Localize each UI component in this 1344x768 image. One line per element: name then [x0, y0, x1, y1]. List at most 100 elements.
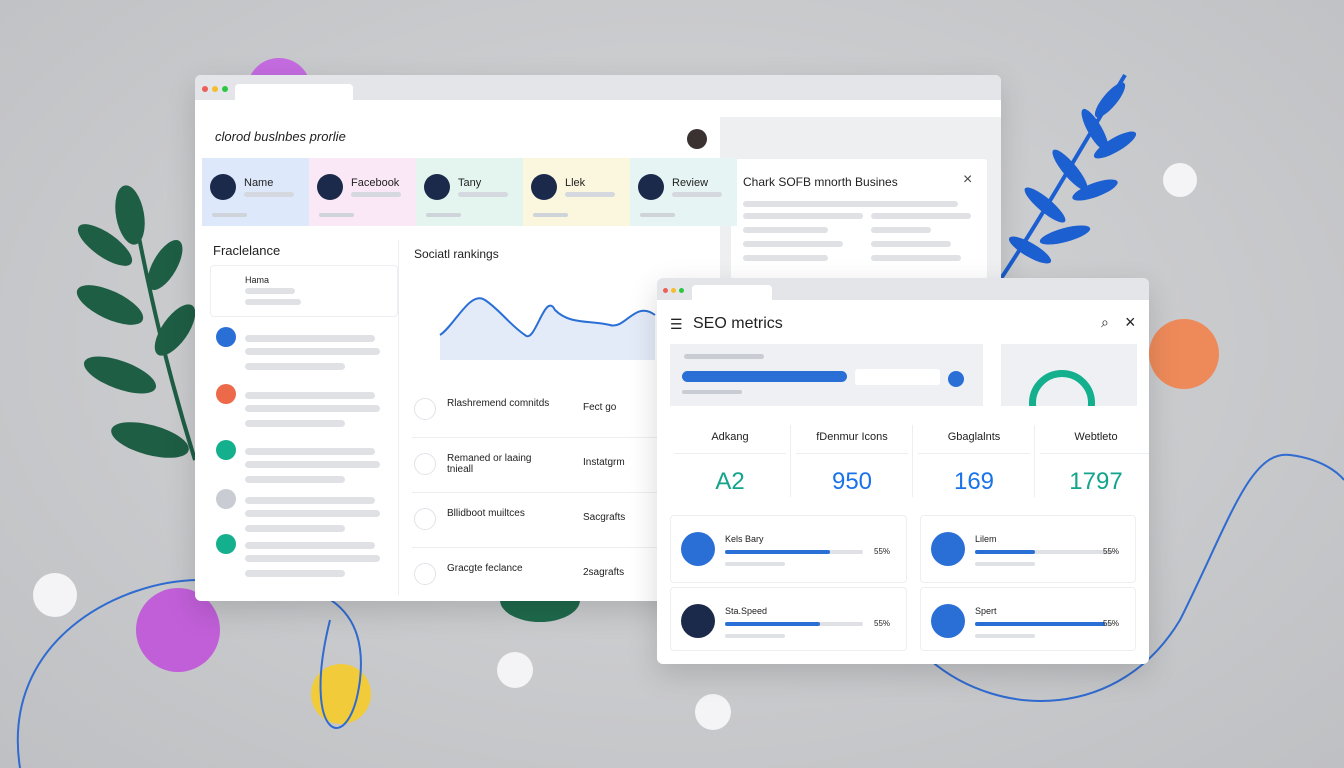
card-label: Lilem: [975, 534, 997, 544]
row-icon: [216, 327, 236, 347]
metric-card[interactable]: Sta.Speed 55%: [670, 587, 907, 651]
row-icon: [216, 384, 236, 404]
shape: [212, 86, 218, 92]
shape: [1094, 82, 1126, 118]
info-panel: Chark SOFB mnorth Busines ×: [730, 158, 988, 285]
shape: [202, 86, 208, 92]
search-button[interactable]: ⌕: [1101, 314, 1109, 330]
card-icon: [424, 174, 450, 200]
shape: [871, 227, 931, 233]
placeholder: [245, 335, 375, 342]
progress: [725, 550, 830, 554]
card-label: Sta.Speed: [725, 606, 768, 616]
placeholder: [640, 213, 675, 217]
placeholder: [351, 192, 401, 197]
blob: [136, 588, 220, 672]
shape: [33, 573, 77, 617]
list-icon: [414, 508, 436, 530]
placeholder: [458, 192, 508, 197]
shape: [743, 241, 843, 247]
metric-value: A2: [715, 468, 745, 495]
seo-window: ☰ SEO metrics ⌕ × Adkang A2 fDenmur Icons 9…: [657, 278, 1149, 664]
shape: [743, 213, 863, 219]
card-icon: [931, 604, 965, 638]
metric-divider: [796, 453, 908, 454]
card-value: 55%: [1103, 619, 1120, 628]
chart-title: Sociatl rankings: [414, 247, 499, 261]
menu-button[interactable]: ☰: [670, 316, 683, 332]
placeholder: [245, 525, 345, 532]
metric-divider: [674, 453, 786, 454]
sidebar-title: Fraclelance: [213, 243, 281, 258]
list-icon: [414, 563, 436, 585]
list-label: Rlashremend comnitds: [447, 398, 550, 409]
metric-card[interactable]: Lilem 55%: [920, 515, 1136, 583]
placeholder: [245, 348, 380, 355]
stat-card[interactable]: Llek: [523, 158, 630, 226]
list-value: Instatgrm: [583, 457, 625, 468]
metric-label: Gbaglalnts: [947, 431, 1001, 443]
shape: [111, 422, 189, 458]
metric-card[interactable]: Spert 55%: [920, 587, 1136, 651]
placeholder: [245, 510, 380, 517]
placeholder: [245, 476, 345, 483]
placeholder: [975, 634, 1035, 638]
metric-value: 950: [831, 468, 873, 495]
placeholder: [212, 213, 247, 217]
placeholder: [245, 497, 375, 504]
divider: [412, 437, 662, 438]
tab-bar: [195, 75, 1001, 100]
shape: [871, 213, 971, 219]
shape: [671, 288, 676, 293]
progress: [975, 622, 1105, 626]
card-icon: [638, 174, 664, 200]
fern: [998, 73, 1137, 282]
close-button[interactable]: ×: [963, 171, 973, 188]
avatar[interactable]: [687, 129, 707, 149]
shape: [147, 240, 183, 290]
list-value: Fect go: [583, 402, 617, 413]
shape: [1039, 225, 1091, 245]
shape: [871, 255, 961, 261]
gauge-panel: [1001, 344, 1137, 406]
placeholder: [725, 634, 785, 638]
item-label: Hama: [245, 275, 270, 285]
metric-card[interactable]: Kels Bary 55%: [670, 515, 907, 583]
curve: [929, 453, 1344, 702]
metric-divider: [1040, 453, 1149, 454]
placeholder: [533, 213, 568, 217]
shape: [743, 201, 958, 207]
progress: [975, 550, 1035, 554]
card-label: Facebook: [351, 177, 400, 189]
shape: [1081, 108, 1109, 152]
blob: [1149, 319, 1219, 389]
list-label: Gracgte feclance: [447, 563, 523, 574]
placeholder: [245, 420, 345, 427]
close-button[interactable]: ×: [1125, 312, 1136, 332]
shape: [245, 299, 301, 305]
list-label: Bllidboot muiltces: [447, 508, 525, 519]
placeholder: [245, 363, 345, 370]
page-title: clorod buslnbes prorlie: [215, 129, 346, 144]
placeholder: [672, 192, 722, 197]
shape: [1008, 236, 1052, 264]
stat-card[interactable]: Facebook: [309, 158, 416, 226]
shape: [682, 390, 742, 394]
shape: [663, 288, 668, 293]
chart-line: [439, 297, 656, 338]
metric-value: 1797: [1069, 468, 1123, 495]
stat-card[interactable]: Review: [630, 158, 737, 226]
gauge: [1029, 370, 1095, 406]
check-button[interactable]: [948, 371, 964, 387]
sidebar-item[interactable]: Hama: [210, 265, 398, 317]
row-icon: [216, 534, 236, 554]
shape: [497, 652, 533, 688]
tab[interactable]: [235, 84, 353, 100]
panel-title: Chark SOFB mnorth Busines: [743, 175, 898, 189]
stat-card[interactable]: Name: [202, 158, 309, 226]
shape: [695, 694, 731, 730]
blob: [311, 664, 371, 724]
stat-card[interactable]: Tany: [416, 158, 523, 226]
tab[interactable]: [692, 285, 772, 300]
